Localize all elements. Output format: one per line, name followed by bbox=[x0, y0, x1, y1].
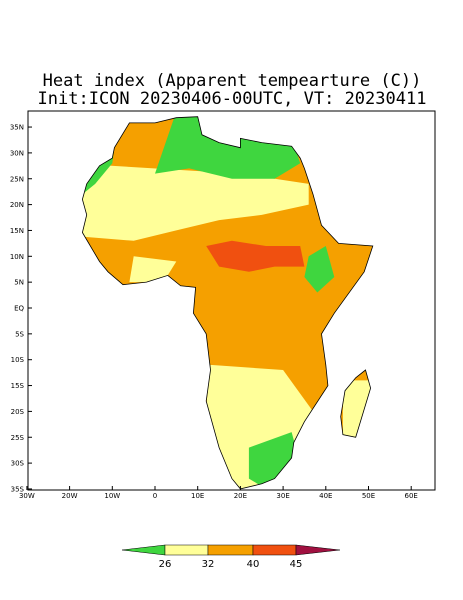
lat-label: 10N bbox=[10, 253, 24, 261]
lat-label: 5S bbox=[15, 330, 24, 338]
colorbar-label: 26 bbox=[159, 559, 172, 570]
lat-label: 5N bbox=[14, 279, 24, 287]
lat-label: EQ bbox=[14, 305, 24, 313]
zone-yellow bbox=[129, 256, 177, 283]
title: Heat index (Apparent tempearture (C)) bbox=[43, 71, 422, 91]
coastline bbox=[81, 116, 374, 490]
lat-label: 20N bbox=[10, 201, 24, 209]
lat-label: 35S bbox=[11, 485, 25, 493]
lat-label: 10S bbox=[11, 356, 25, 364]
zone-green bbox=[304, 246, 335, 293]
lon-label: 60E bbox=[405, 492, 418, 500]
lat-label: 15S bbox=[11, 382, 25, 390]
lat-label: 30S bbox=[11, 460, 25, 468]
lon-label: 30E bbox=[276, 492, 289, 500]
colorbar-bin bbox=[207, 544, 254, 556]
colorbar-label: 40 bbox=[247, 559, 260, 570]
lat-label: 20S bbox=[11, 408, 25, 416]
zone-yellow bbox=[342, 380, 373, 443]
lat-label: 25N bbox=[10, 175, 24, 183]
zone-green bbox=[155, 116, 301, 179]
colorbar-bin bbox=[164, 544, 209, 556]
colorbar-high bbox=[295, 544, 341, 556]
colorbar-label: 45 bbox=[290, 559, 303, 570]
colorbar: 26 32 40 45 bbox=[121, 544, 341, 570]
lon-label: 40E bbox=[319, 492, 332, 500]
lat-label: 15N bbox=[10, 227, 24, 235]
lat-label: 25S bbox=[11, 434, 25, 442]
lon-label: 20E bbox=[234, 492, 247, 500]
zone-red bbox=[206, 240, 305, 272]
lon-label: 50E bbox=[362, 492, 375, 500]
lon-label: 10W bbox=[104, 492, 120, 500]
axes: 30W 20W 10W 0 10E 20E 30E 40E 50E 60E 35N 30N 25N 20N… bbox=[10, 124, 418, 500]
map-frame bbox=[27, 110, 436, 491]
colorbar-label: 32 bbox=[202, 559, 215, 570]
lon-label: 0 bbox=[153, 492, 157, 500]
subtitle: Init:ICON 20230406-00UTC, VT: 20230411 bbox=[38, 89, 427, 109]
lon-label: 30W bbox=[19, 492, 35, 500]
lon-label: 10E bbox=[191, 492, 204, 500]
lat-label: 30N bbox=[10, 149, 24, 157]
zone-yellow bbox=[82, 163, 309, 241]
colorbar-bin bbox=[252, 544, 297, 556]
lat-label: 35N bbox=[10, 124, 24, 132]
colorbar-low bbox=[121, 544, 166, 556]
lon-label: 20W bbox=[62, 492, 78, 500]
